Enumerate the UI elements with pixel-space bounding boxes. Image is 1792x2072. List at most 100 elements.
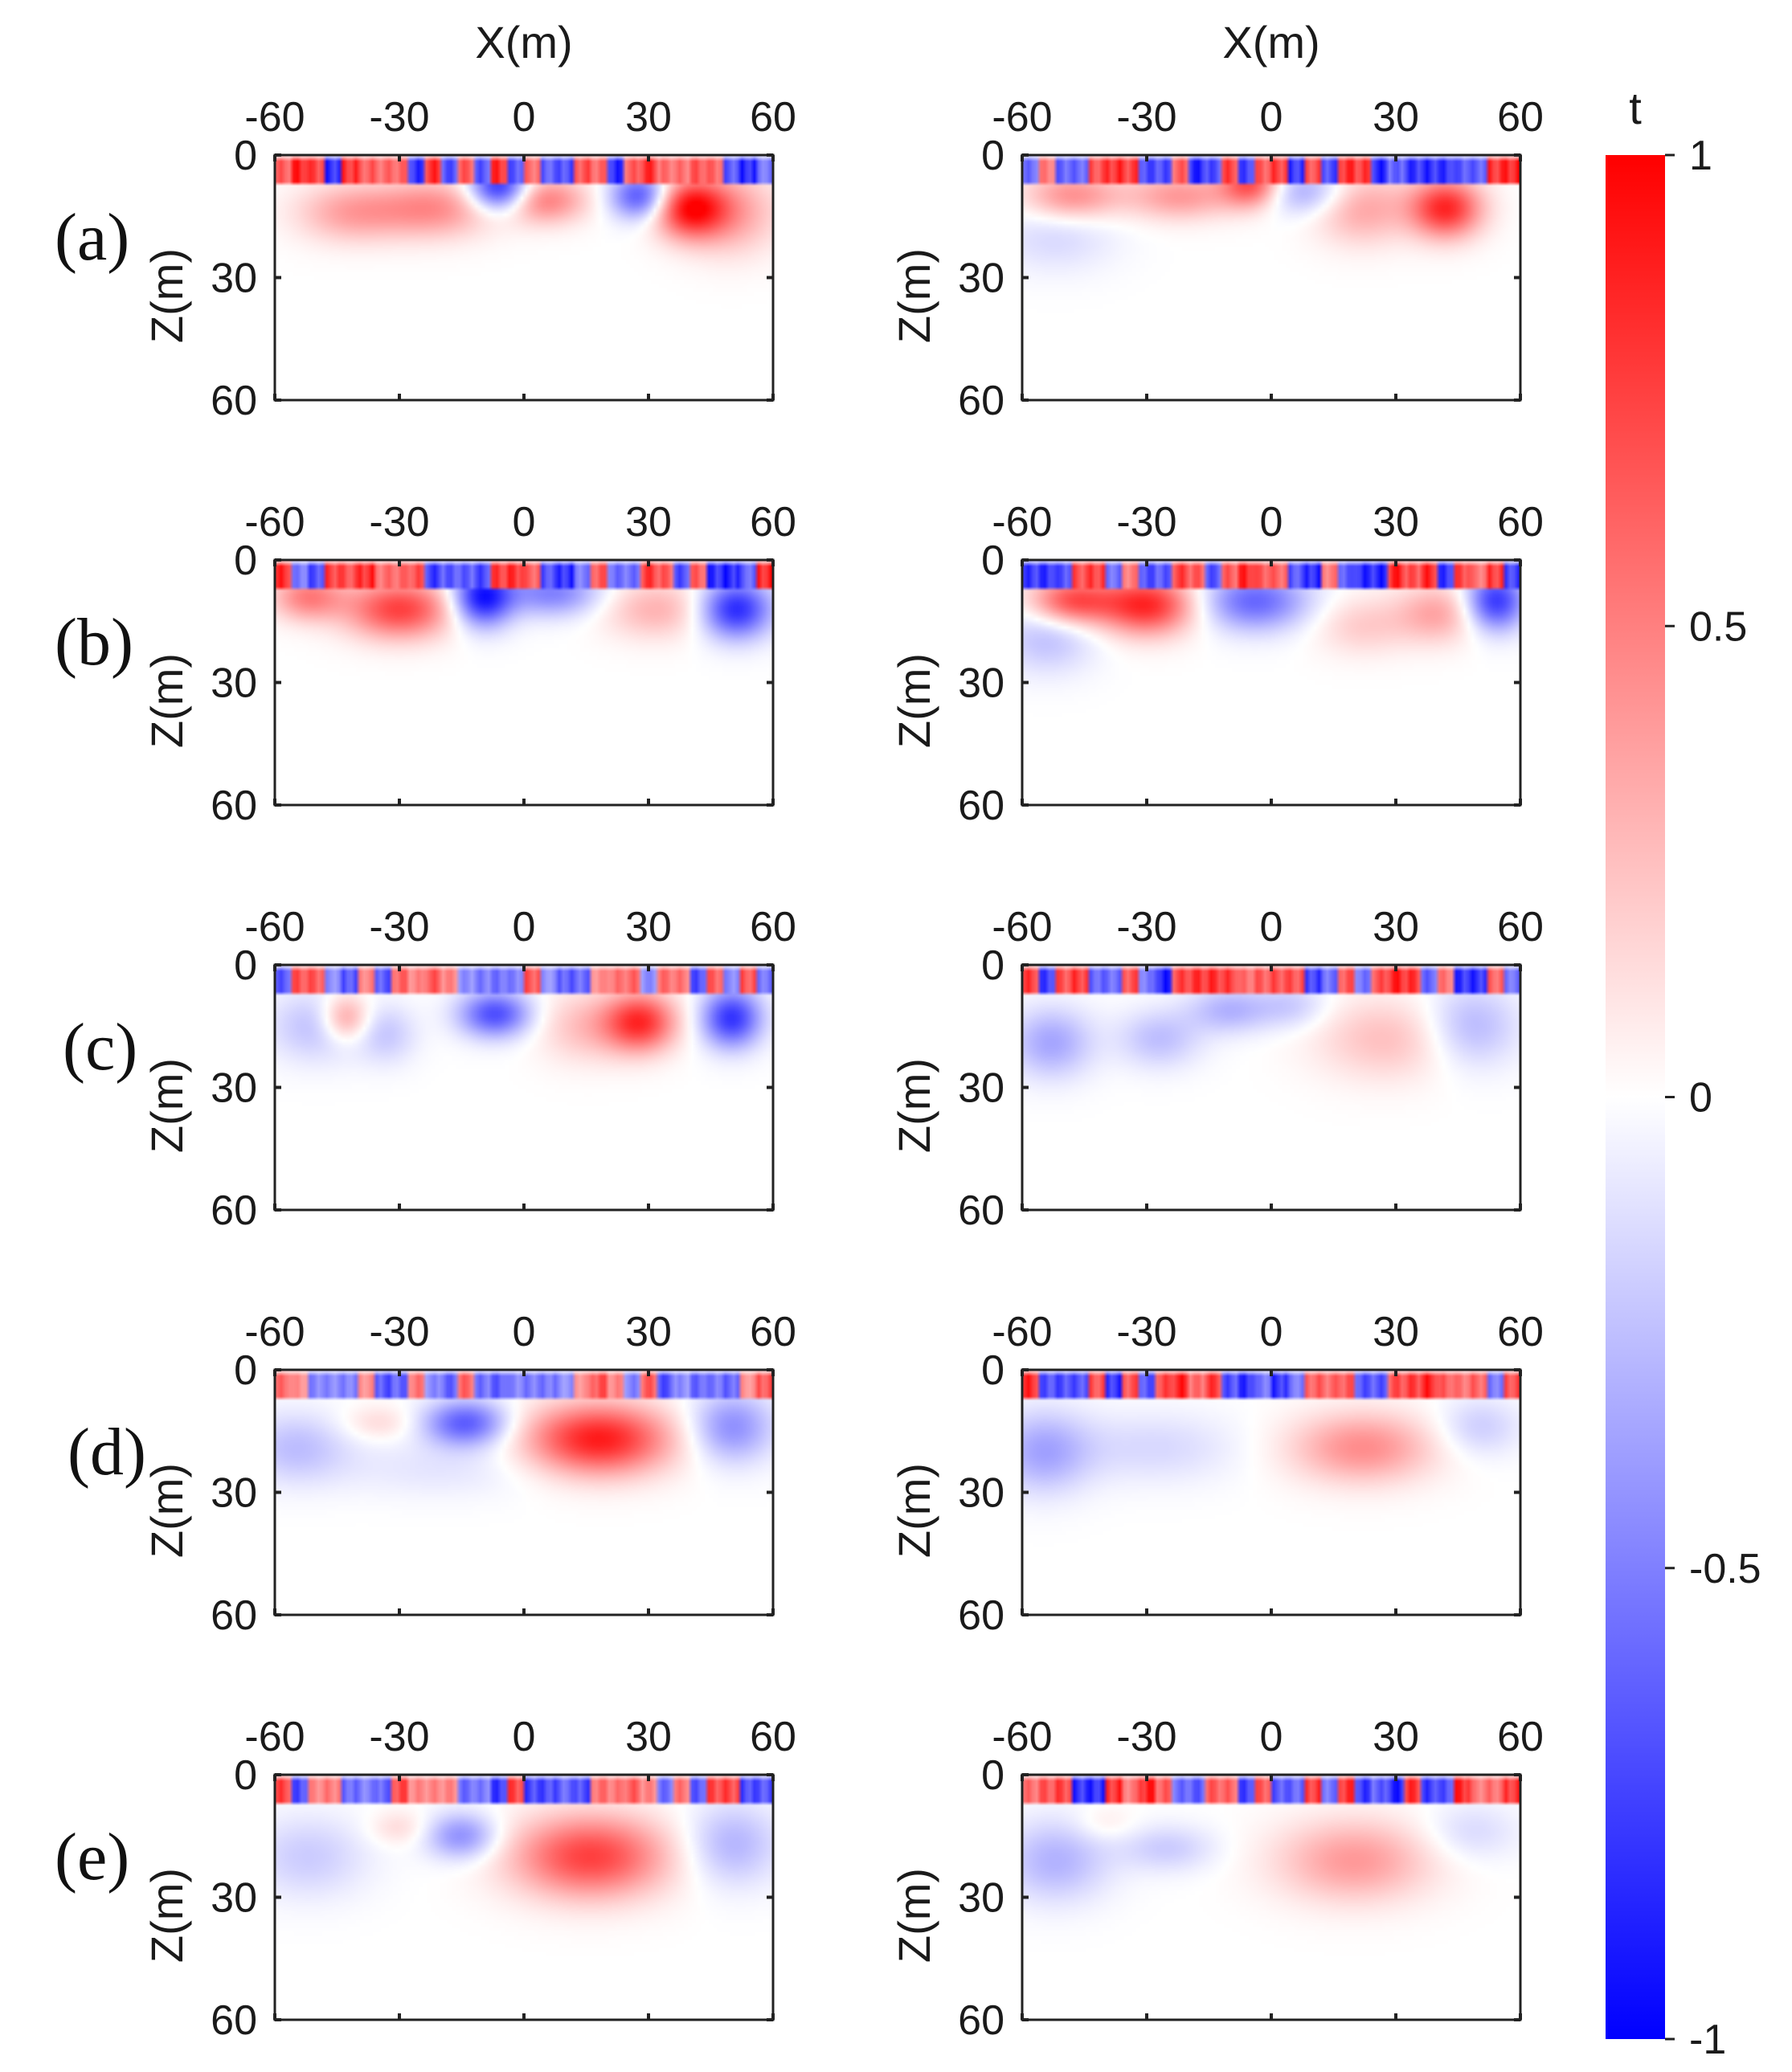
x-tick-label: -60 [244, 904, 305, 950]
row-label: (d) [68, 1415, 146, 1490]
x-tick-label: 30 [1373, 1714, 1419, 1760]
x-tick-label: 60 [750, 1309, 796, 1355]
z-axis-title: Z(m) [141, 1058, 192, 1153]
x-tick-label: 0 [513, 499, 536, 546]
row-3: (d) -60 -30 0 30 60 0 30 60 Z(m) -60 -30 0 30 60 0 30 60 Z… [68, 1309, 1544, 1639]
heatmap-panel: -60 -30 0 30 60 0 30 60 Z(m) [141, 1714, 796, 2044]
heatmap-image [275, 965, 773, 1210]
panel-grid: (a) -60 -30 0 30 60 0 30 60 Z(m) -60 -30 0 30 60 0 30 60 Z… [55, 94, 1544, 2044]
heatmap-image [275, 155, 773, 400]
x-tick-label: 60 [750, 499, 796, 546]
z-tick-label: 60 [211, 1997, 257, 2044]
x-tick-label: -30 [1116, 1309, 1176, 1355]
z-tick-label: 30 [211, 660, 257, 707]
z-tick-label: 0 [981, 537, 1004, 584]
x-tick-label: -60 [244, 94, 305, 141]
z-tick-label: 0 [981, 1752, 1004, 1799]
z-tick-label: 60 [211, 783, 257, 829]
z-tick-label: 60 [958, 1592, 1004, 1639]
z-tick-label: 0 [981, 942, 1004, 989]
row-2: (c) -60 -30 0 30 60 0 30 60 Z(m) -60 -30 0 30 60 0 30 60 Z… [63, 904, 1544, 1234]
heatmap-panel: -60 -30 0 30 60 0 30 60 Z(m) [141, 499, 796, 829]
x-tick-label: -60 [992, 904, 1052, 950]
x-tick-label: 60 [750, 904, 796, 950]
z-tick-label: 60 [211, 378, 257, 424]
x-tick-label: -60 [992, 1714, 1052, 1760]
z-tick-label: 30 [211, 1470, 257, 1517]
z-axis-title: Z(m) [889, 248, 939, 343]
colorbar-label: t [1629, 83, 1642, 133]
heatmap-panel: -60 -30 0 30 60 0 30 60 Z(m) [889, 94, 1544, 424]
heatmap-image [1022, 1775, 1520, 2020]
heatmap-image [275, 1370, 773, 1615]
z-tick-label: 30 [211, 1065, 257, 1112]
z-tick-label: 0 [981, 1347, 1004, 1394]
x-tick-label: -30 [369, 1309, 429, 1355]
x-tick-label: 60 [750, 1714, 796, 1760]
x-tick-label: -60 [244, 1309, 305, 1355]
heatmap-panel: -60 -30 0 30 60 0 30 60 Z(m) [141, 1309, 796, 1639]
x-tick-label: -30 [369, 904, 429, 950]
x-tick-label: 0 [1260, 904, 1283, 950]
x-tick-label: 0 [1260, 1309, 1283, 1355]
x-tick-label: 60 [750, 94, 796, 141]
heatmap-panel: -60 -30 0 30 60 0 30 60 Z(m) [889, 904, 1544, 1234]
row-label: (a) [55, 200, 129, 275]
colorbar-tick-label: -1 [1689, 2017, 1726, 2063]
z-tick-label: 0 [234, 942, 257, 989]
colorbar-gradient [1606, 155, 1665, 2039]
z-axis-title: Z(m) [889, 653, 939, 748]
x-tick-label: 30 [1373, 94, 1419, 141]
heatmap-panel: -60 -30 0 30 60 0 30 60 Z(m) [889, 1309, 1544, 1639]
x-tick-label: 0 [513, 904, 536, 950]
x-tick-label: 30 [625, 1714, 672, 1760]
z-tick-label: 60 [211, 1187, 257, 1234]
z-axis-title: Z(m) [141, 653, 192, 748]
colorbar-tick-label: 0 [1689, 1075, 1712, 1122]
row-label: (e) [55, 1820, 129, 1894]
x-tick-label: 0 [1260, 94, 1283, 141]
row-label: (b) [55, 605, 133, 680]
x-tick-label: 30 [625, 1309, 672, 1355]
x-tick-label: 60 [1497, 1309, 1544, 1355]
x-tick-label: 60 [1497, 904, 1544, 950]
x-tick-label: 30 [1373, 1309, 1419, 1355]
x-tick-label: -60 [992, 499, 1052, 546]
z-axis-title: Z(m) [889, 1058, 939, 1153]
x-tick-label: -60 [244, 1714, 305, 1760]
heatmap-panel: -60 -30 0 30 60 0 30 60 Z(m) [889, 499, 1544, 829]
x-tick-label: 0 [513, 94, 536, 141]
x-tick-label: -30 [369, 499, 429, 546]
z-tick-label: 60 [958, 1187, 1004, 1234]
colorbar-tick-label: 1 [1689, 133, 1712, 179]
colorbar-tick-label: -0.5 [1689, 1546, 1761, 1592]
heatmap-panel: -60 -30 0 30 60 0 30 60 Z(m) [889, 1714, 1544, 2044]
x-tick-label: 30 [1373, 904, 1419, 950]
x-tick-label: -30 [1116, 499, 1176, 546]
z-tick-label: 0 [234, 1752, 257, 1799]
z-tick-label: 30 [211, 255, 257, 302]
heatmap-panel: -60 -30 0 30 60 0 30 60 Z(m) [141, 904, 796, 1234]
x-tick-label: 0 [513, 1714, 536, 1760]
z-axis-title: Z(m) [889, 1868, 939, 1963]
z-tick-label: 0 [981, 133, 1004, 179]
x-tick-label: 0 [1260, 499, 1283, 546]
heatmap-image [1022, 1370, 1520, 1615]
x-tick-label: -30 [369, 1714, 429, 1760]
x-tick-label: 0 [513, 1309, 536, 1355]
z-tick-label: 30 [958, 1065, 1004, 1112]
z-tick-label: 60 [958, 783, 1004, 829]
x-tick-label: 60 [1497, 94, 1544, 141]
z-tick-label: 0 [234, 1347, 257, 1394]
z-tick-label: 30 [958, 660, 1004, 707]
row-4: (e) -60 -30 0 30 60 0 30 60 Z(m) -60 -30 0 30 60 0 30 60 Z… [55, 1714, 1544, 2044]
x-axis-title-right: X(m) [1222, 17, 1319, 67]
z-tick-label: 60 [958, 1997, 1004, 2044]
z-tick-label: 30 [211, 1875, 257, 1922]
heatmap-image [1022, 965, 1520, 1210]
heatmap-image [275, 560, 773, 805]
x-tick-label: -30 [1116, 904, 1176, 950]
z-tick-label: 0 [234, 133, 257, 179]
row-label: (c) [63, 1010, 137, 1085]
x-tick-label: -30 [1116, 1714, 1176, 1760]
